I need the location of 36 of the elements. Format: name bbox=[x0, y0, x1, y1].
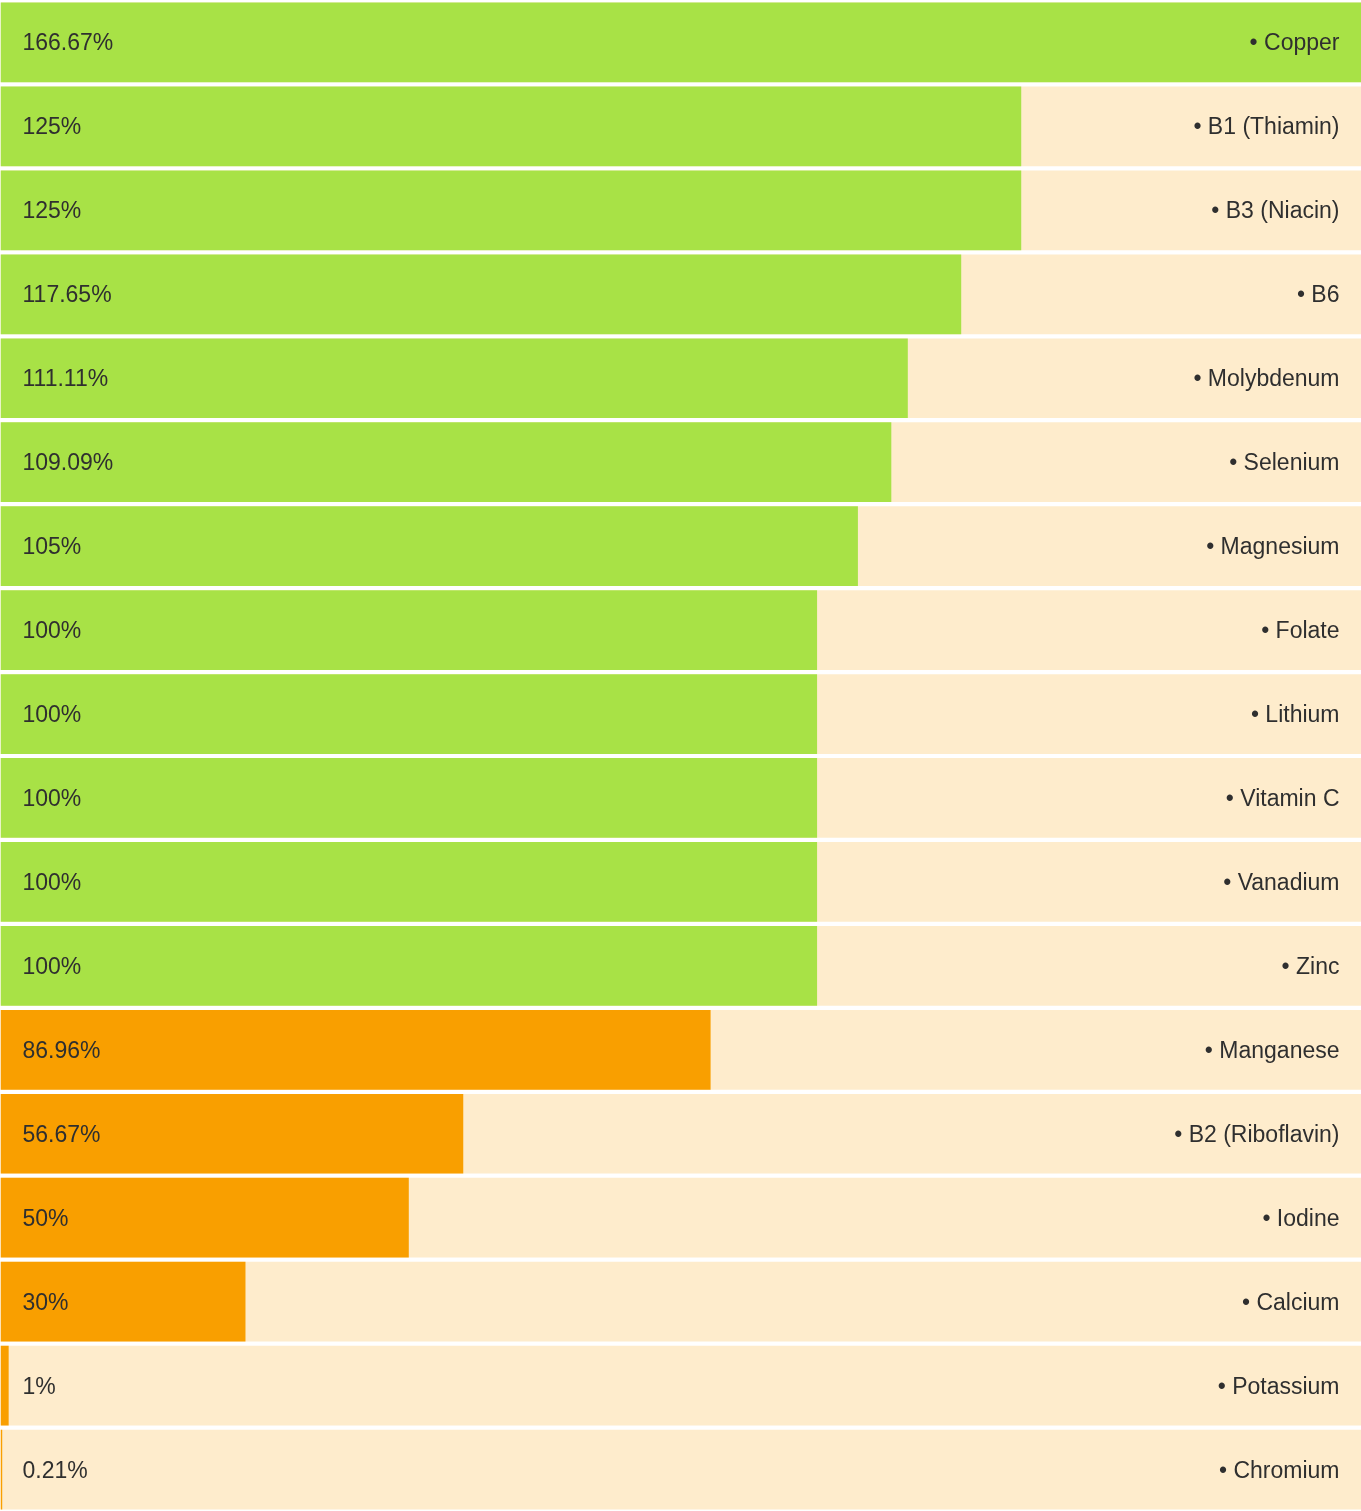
y-tick-label: • Copper bbox=[1249, 29, 1340, 56]
data-label: 105% bbox=[22, 533, 82, 560]
y-tick-label: • Chromium bbox=[1218, 1456, 1340, 1483]
data-label: 1% bbox=[22, 1372, 56, 1399]
y-tick-label: • Manganese bbox=[1204, 1036, 1340, 1063]
data-label: 100% bbox=[22, 701, 82, 728]
y-tick-label: • Lithium bbox=[1250, 701, 1340, 728]
y-tick-label: • Zinc bbox=[1281, 952, 1340, 979]
data-label: 30% bbox=[22, 1288, 69, 1315]
y-tick-label: • B1 (Thiamin) bbox=[1193, 113, 1340, 140]
data-label: 0.21% bbox=[22, 1456, 88, 1483]
y-tick-label: • Magnesium bbox=[1206, 533, 1340, 560]
data-label: 166.67% bbox=[22, 29, 114, 56]
y-tick-label: • B6 bbox=[1296, 281, 1340, 308]
y-tick-label: • B3 (Niacin) bbox=[1211, 197, 1340, 224]
data-label: 109.09% bbox=[22, 449, 114, 476]
y-tick-label: • Vanadium bbox=[1223, 868, 1340, 895]
data-label: 100% bbox=[22, 868, 82, 895]
data-label: 125% bbox=[22, 113, 82, 140]
y-tick-label: • Potassium bbox=[1217, 1372, 1340, 1399]
data-label: 100% bbox=[22, 617, 82, 644]
y-tick-label: • Selenium bbox=[1229, 449, 1340, 476]
data-label: 111.11% bbox=[22, 365, 109, 392]
y-tick-label: • B2 (Riboflavin) bbox=[1174, 1120, 1340, 1147]
data-label: 50% bbox=[22, 1204, 69, 1231]
data-label: 100% bbox=[22, 952, 82, 979]
y-tick-label: • Molybdenum bbox=[1193, 365, 1340, 392]
y-tick-label: • Calcium bbox=[1241, 1288, 1340, 1315]
data-label: 125% bbox=[22, 197, 82, 224]
y-tick-label: • Folate bbox=[1261, 617, 1340, 644]
data-label: 56.67% bbox=[22, 1120, 101, 1147]
y-tick-label: • Vitamin C bbox=[1225, 784, 1340, 811]
data-label: 86.96% bbox=[22, 1036, 101, 1063]
data-label: 117.65% bbox=[22, 281, 112, 308]
y-tick-label: • Iodine bbox=[1262, 1204, 1340, 1231]
data-label: 100% bbox=[22, 784, 82, 811]
